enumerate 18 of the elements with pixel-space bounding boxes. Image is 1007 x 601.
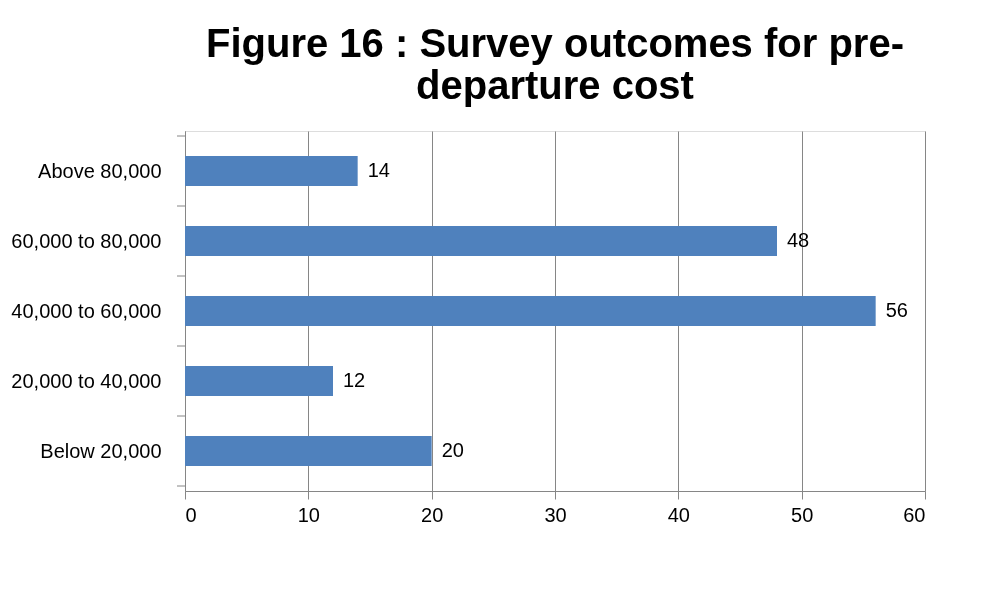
x-tick-label: 60 bbox=[903, 503, 926, 526]
x-tick-label: 50 bbox=[791, 503, 814, 526]
x-tick-label: 10 bbox=[297, 503, 320, 526]
data-label: 56 bbox=[885, 299, 908, 321]
y-tick-label: Below 20,000 bbox=[40, 439, 162, 462]
y-tick-label: 20,000 to 40,000 bbox=[11, 369, 162, 392]
y-tick-label: 60,000 to 80,000 bbox=[11, 229, 162, 252]
x-tick-label: 40 bbox=[667, 503, 690, 526]
x-tick-label: 20 bbox=[421, 503, 444, 526]
data-label: 20 bbox=[441, 439, 464, 461]
chart-title: Figure 16 : Survey outcomes for pre-departure cost bbox=[206, 21, 904, 107]
x-tick-label: 0 bbox=[185, 503, 197, 526]
data-label: 12 bbox=[343, 369, 366, 391]
y-tick-label: Above 80,000 bbox=[38, 159, 162, 182]
y-tick-label: 40,000 to 60,000 bbox=[11, 299, 162, 322]
data-label: 14 bbox=[367, 159, 390, 181]
x-tick-label: 30 bbox=[544, 503, 567, 526]
data-label: 48 bbox=[787, 229, 810, 251]
